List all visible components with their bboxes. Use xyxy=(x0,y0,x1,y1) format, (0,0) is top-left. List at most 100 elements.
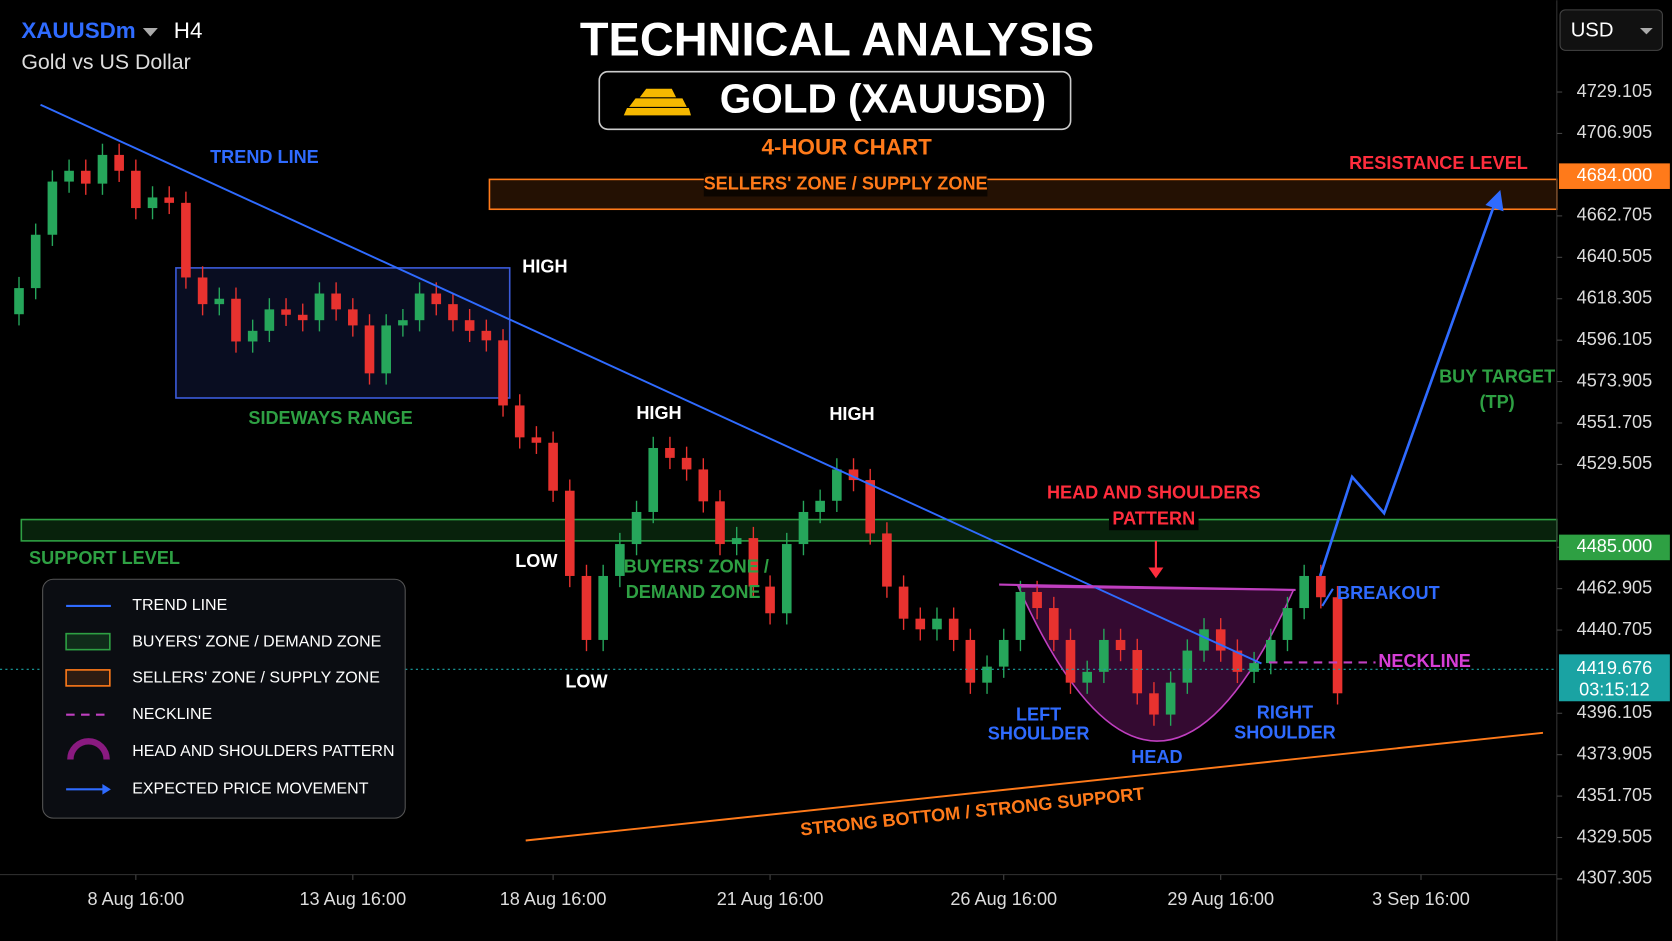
legend-label: TREND LINE xyxy=(132,597,227,614)
candle-body xyxy=(331,293,341,310)
candle-body xyxy=(30,234,41,289)
countdown-label: 03:15:12 xyxy=(1579,679,1650,699)
annotation: BUY TARGET xyxy=(1439,367,1555,387)
strong-support-line xyxy=(525,731,1544,842)
candle-body xyxy=(364,325,375,374)
y-tick-label: 4618.305 xyxy=(1577,288,1653,308)
annotation: LOW xyxy=(565,671,608,691)
candle-body xyxy=(748,538,759,587)
candle-body xyxy=(448,304,458,321)
candle-body xyxy=(47,181,58,235)
candle-body xyxy=(464,320,475,331)
x-tick-label: 13 Aug 16:00 xyxy=(299,889,406,909)
candle-body xyxy=(1032,592,1042,609)
candle-body xyxy=(80,170,91,184)
legend-icon xyxy=(65,669,111,687)
candle-body xyxy=(698,469,709,502)
legend: TREND LINE BUYERS' ZONE / DEMAND ZONE SE… xyxy=(42,578,406,819)
y-tick-label: 4329.505 xyxy=(1577,826,1653,846)
candle-body xyxy=(498,340,508,406)
candle-body xyxy=(1282,608,1293,640)
candle-body xyxy=(798,511,809,545)
candle-body xyxy=(982,666,992,683)
x-tick-label: 3 Sep 16:00 xyxy=(1372,889,1470,909)
candle-body xyxy=(832,469,842,501)
y-tick-label: 4373.905 xyxy=(1577,743,1653,763)
legend-label: EXPECTED PRICE MOVEMENT xyxy=(132,781,368,798)
candle-body xyxy=(564,490,575,576)
legend-icon xyxy=(67,738,110,760)
y-tick-label: 4462.905 xyxy=(1577,577,1653,597)
candle-body xyxy=(665,447,675,458)
candle-body xyxy=(314,293,325,321)
trend-line xyxy=(40,103,1262,665)
annotation: SHOULDER xyxy=(1234,723,1336,743)
candle-body xyxy=(114,154,124,171)
header: XAUUSDm H4 Gold vs US Dollar USD xyxy=(21,9,1663,74)
candle-body xyxy=(1232,650,1243,672)
candle-body xyxy=(214,298,225,305)
candle-body xyxy=(398,320,408,326)
head-shoulders-arc xyxy=(1017,585,1295,742)
currency-select[interactable] xyxy=(1559,9,1663,51)
currency-dropdown[interactable] xyxy=(1640,27,1653,35)
candle-body xyxy=(1182,650,1193,683)
y-tick-label: 4351.705 xyxy=(1577,785,1653,805)
demand-zone xyxy=(20,518,1558,542)
legend-icon xyxy=(65,632,111,651)
current-price-box xyxy=(1558,654,1670,702)
candle-body xyxy=(932,618,942,630)
x-tick-label: 29 Aug 16:00 xyxy=(1167,889,1274,909)
candle-body xyxy=(381,325,391,374)
timeframe: H4 xyxy=(174,18,203,43)
y-tick-label: 4596.105 xyxy=(1577,329,1653,349)
level-price-label: 4485.000 xyxy=(1577,536,1653,556)
symbol-dropdown[interactable] xyxy=(142,27,158,37)
annotation: TREND LINE xyxy=(210,147,319,167)
y-tick-label: 4551.705 xyxy=(1577,412,1653,432)
candle-body xyxy=(297,314,308,321)
candle-body xyxy=(882,533,892,587)
y-tick-label: 4640.505 xyxy=(1577,246,1653,266)
label-backdrop xyxy=(1108,508,1199,531)
candle-body xyxy=(64,170,74,182)
title-block: TECHNICAL ANALYSIS GOLD (XAUUSD) 4-HOUR … xyxy=(580,13,1094,159)
candle-body xyxy=(431,293,442,305)
x-tick-label: 21 Aug 16:00 xyxy=(717,889,824,909)
y-tick-label: 4307.305 xyxy=(1577,868,1653,888)
candles xyxy=(0,143,1557,726)
annotation: HIGH xyxy=(829,404,874,424)
currency: USD xyxy=(1571,20,1614,42)
x-tick-label: 8 Aug 16:00 xyxy=(87,889,184,909)
expected-arrow-head xyxy=(1485,190,1504,212)
candle-body xyxy=(615,544,625,576)
annotation: LOW xyxy=(515,551,558,571)
candle-body xyxy=(1299,575,1309,609)
y-tick-label: 4729.105 xyxy=(1577,81,1653,101)
annotation: RESISTANCE LEVEL xyxy=(1349,153,1528,173)
y-tick-label: 4529.505 xyxy=(1577,453,1653,473)
chart-subtitle: GOLD (XAUUSD) xyxy=(720,75,1046,121)
annotation: SELLERS' ZONE / SUPPLY ZONE xyxy=(704,174,988,194)
timeframe-label: 4-HOUR CHART xyxy=(762,134,933,159)
x-tick-label: 18 Aug 16:00 xyxy=(500,889,607,909)
candle-body xyxy=(915,618,926,630)
candle-body xyxy=(848,469,859,481)
candle-body xyxy=(531,437,542,443)
y-tick-label: 4706.905 xyxy=(1577,122,1653,142)
candle-body xyxy=(131,170,141,209)
subtitle-box xyxy=(598,70,1072,131)
annotation: SHOULDER xyxy=(988,724,1090,744)
x-tick-label: 26 Aug 16:00 xyxy=(950,889,1057,909)
annotation: BREAKOUT xyxy=(1337,583,1440,603)
candle-body xyxy=(514,405,525,438)
legend-label: NECKLINE xyxy=(132,706,212,723)
y-tick-label: 4573.905 xyxy=(1577,370,1653,390)
candle-body xyxy=(765,586,775,614)
candle-body xyxy=(1316,575,1326,598)
annotation: HIGH xyxy=(522,257,567,277)
supply-zone xyxy=(488,178,1558,211)
candle-body xyxy=(581,575,592,640)
annotation: HIGH xyxy=(636,403,681,423)
label-backdrop xyxy=(703,172,988,197)
